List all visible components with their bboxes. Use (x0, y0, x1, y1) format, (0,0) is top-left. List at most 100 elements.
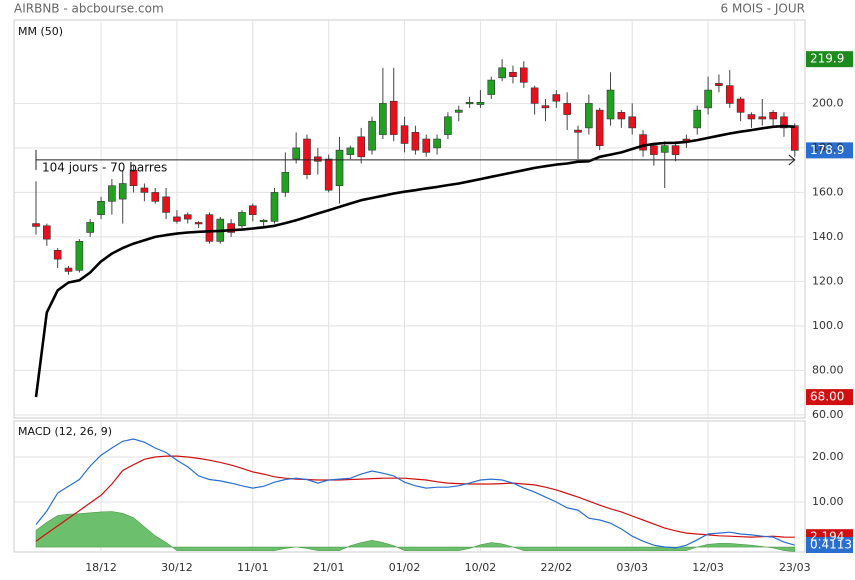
candle-body (303, 138, 311, 175)
candle-body (86, 222, 94, 233)
chart-title: AIRBNB - abcbourse.com (14, 2, 164, 16)
candle-body (628, 116, 637, 129)
candle-body (75, 241, 84, 271)
candle-body (238, 212, 246, 227)
candle-body (433, 138, 441, 149)
candle-body (422, 138, 431, 153)
candle-body (476, 102, 485, 105)
candle-body (444, 116, 452, 135)
candle-body (595, 109, 604, 146)
candle-body (108, 185, 116, 202)
x-tick-label: 30/12 (161, 561, 193, 574)
y-tick-label: 60.00 (812, 408, 844, 421)
indicator-label: MM (50) (18, 25, 63, 38)
value-badge (806, 51, 853, 68)
candle-body (162, 196, 170, 213)
candle-body (552, 94, 561, 102)
candle-body (357, 136, 366, 158)
candle-body (118, 183, 127, 200)
value-badge-label: 219.9 (810, 52, 844, 66)
candle-body (379, 103, 387, 135)
candle-body (411, 132, 420, 151)
macd-line (35, 455, 795, 542)
candle-body (389, 100, 398, 135)
candle-body (639, 134, 647, 151)
y-tick-label: 10.00 (812, 495, 844, 508)
candle-body (194, 222, 203, 225)
candle-body (281, 172, 290, 193)
x-tick-label: 10/02 (465, 561, 497, 574)
candle-body (519, 67, 528, 83)
candle-body (650, 145, 658, 155)
candle-body (97, 201, 105, 215)
value-badge-label: 2.194 (810, 530, 844, 544)
x-tick-label: 18/12 (85, 561, 117, 574)
candle-body (725, 85, 734, 104)
x-tick-label: 23/03 (779, 561, 811, 574)
candle-body (671, 145, 680, 155)
x-tick-label: 21/01 (313, 561, 345, 574)
candle-body (715, 83, 723, 86)
value-badge-label: 0.4113 (810, 538, 852, 552)
grid (14, 20, 805, 552)
price-panel (13, 19, 806, 419)
macd-line (35, 438, 795, 549)
measure-arrow (788, 154, 796, 166)
value-badge (806, 389, 853, 406)
candle-body (324, 158, 333, 191)
candle-body (270, 192, 279, 222)
candle-body (563, 103, 571, 115)
y-tick-label: 20.00 (812, 450, 844, 463)
indicator-label: MACD (12, 26, 9) (18, 425, 112, 438)
value-badge-label: 178.9 (810, 143, 844, 157)
moving-average (34, 124, 795, 398)
candle-body (487, 79, 496, 95)
candle-body (43, 225, 51, 240)
candle-body (53, 249, 62, 260)
candle-body (32, 223, 40, 227)
candle-body (465, 102, 474, 105)
candle-body (498, 67, 506, 79)
y-tick-label: 180.0 (812, 141, 844, 154)
y-tick-label: 80.00 (812, 363, 844, 376)
candle-body (368, 120, 376, 151)
candle-body (173, 216, 181, 222)
candle-body (249, 205, 257, 215)
measure-label: 104 jours - 70 barres (42, 160, 167, 174)
x-tick-label: 12/03 (692, 561, 724, 574)
candle-body (660, 145, 669, 153)
y-tick-label: 100.0 (812, 319, 844, 332)
period-label: 6 MOIS - JOUR (721, 2, 805, 16)
candle-body (693, 109, 702, 129)
candle-body (454, 109, 463, 113)
candle-body (335, 149, 344, 187)
candle-body (64, 267, 73, 272)
candle-body (205, 214, 214, 242)
x-tick-label: 01/02 (389, 561, 421, 574)
candle-body (259, 219, 268, 223)
candle-body (183, 214, 192, 220)
y-tick-label: 120.0 (812, 274, 844, 287)
candle-body (758, 116, 767, 120)
candle-body (585, 103, 593, 129)
value-badge-label: 68.00 (810, 390, 844, 404)
candle-body (530, 87, 539, 104)
value-badge (806, 537, 853, 553)
candle-body (227, 223, 235, 233)
candle-body (129, 169, 138, 187)
candle-body (346, 147, 355, 155)
x-tick-label: 22/02 (540, 561, 572, 574)
candle-body (704, 89, 712, 109)
candle-body (780, 116, 788, 129)
candle-body (292, 147, 300, 160)
candle-body (747, 114, 756, 120)
candle-body (790, 125, 799, 151)
candle-body (509, 71, 517, 78)
y-tick-label: 140.0 (812, 230, 844, 243)
y-tick-label: 160.0 (812, 185, 844, 198)
candle-body (736, 98, 745, 113)
candle-body (400, 125, 409, 144)
marks (32, 51, 853, 553)
